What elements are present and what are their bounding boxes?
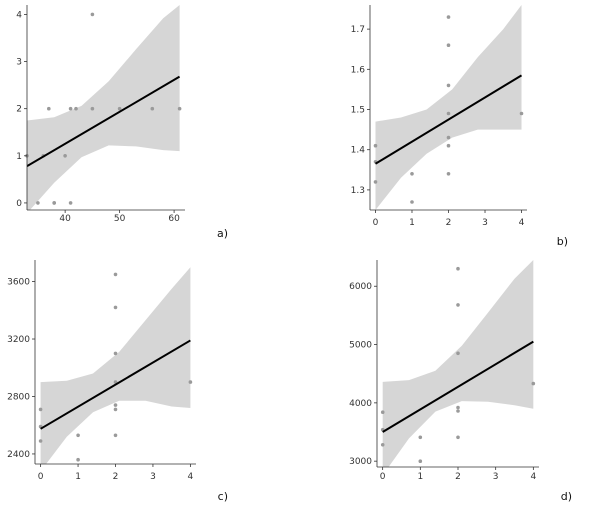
- x-tick-label: 2: [113, 472, 119, 482]
- y-tick-label: 4: [16, 10, 22, 20]
- y-tick-label: 3: [16, 58, 22, 68]
- data-point: [380, 443, 385, 447]
- y-tick-label: 1.6: [351, 65, 366, 75]
- y-tick-label: 1.7: [351, 25, 365, 35]
- x-tick-label: 1: [417, 472, 423, 482]
- y-tick-label: 1.5: [351, 106, 365, 116]
- data-point: [446, 135, 451, 140]
- data-point: [456, 405, 460, 410]
- data-point: [418, 435, 423, 440]
- y-tick-label: 1.3: [351, 186, 365, 196]
- data-point: [531, 381, 536, 386]
- data-point: [113, 407, 118, 412]
- x-tick-label: 3: [493, 472, 499, 482]
- data-point: [519, 111, 524, 116]
- panel-label: a): [217, 227, 228, 240]
- x-tick-label: 1: [75, 472, 81, 482]
- x-tick-label: 2: [455, 472, 461, 482]
- chart-panel-1: 40 50 60 0 1 2 3 4 a): [16, 5, 228, 240]
- confidence-band: [40, 267, 191, 464]
- x-tick-label: 2: [446, 218, 452, 228]
- chart-panel-2: 0 1 2 3 4 1.3 1.4 1.5 1.6 1.7 b): [351, 5, 568, 248]
- data-point: [113, 305, 118, 310]
- data-point: [113, 351, 118, 356]
- data-point: [456, 351, 460, 356]
- y-tick-label: 2800: [7, 392, 30, 402]
- regression-line: [27, 75, 181, 168]
- y-tick-label: 3200: [7, 335, 30, 345]
- y-tick-label: 1.4: [351, 146, 366, 156]
- y-tick-label: 5000: [349, 341, 372, 351]
- data-point: [446, 172, 451, 176]
- y-tick-label: 6000: [349, 282, 372, 292]
- data-point: [446, 143, 451, 148]
- y-tick-label: 4000: [349, 399, 372, 409]
- data-point: [38, 407, 43, 412]
- data-point: [117, 106, 122, 111]
- data-point: [380, 410, 385, 415]
- data-point: [446, 15, 451, 19]
- x-tick-label: 60: [168, 214, 180, 224]
- regression-line: [382, 340, 534, 433]
- x-tick-label: 4: [188, 472, 194, 482]
- data-point: [446, 83, 451, 88]
- data-point: [188, 380, 193, 384]
- y-tick-label: 2400: [7, 450, 30, 460]
- data-point: [456, 303, 460, 307]
- data-point: [410, 172, 414, 176]
- y-tick-label: 0: [16, 199, 22, 209]
- data-point: [113, 272, 118, 277]
- chart-panel-4: 0 1 2 3 4 3000 4000 5000 6000 d): [349, 260, 572, 503]
- panel-label: b): [557, 235, 568, 248]
- data-point: [76, 457, 80, 462]
- data-point: [76, 433, 80, 438]
- data-point: [38, 439, 43, 443]
- data-point: [74, 106, 78, 111]
- data-point: [410, 200, 414, 204]
- x-tick-label: 0: [373, 218, 379, 228]
- data-point: [418, 459, 423, 464]
- x-tick-label: 50: [114, 214, 126, 224]
- regression-line: [40, 339, 191, 430]
- data-point: [90, 106, 95, 111]
- data-point: [446, 43, 451, 47]
- panel-label: d): [561, 490, 572, 503]
- data-point: [456, 409, 460, 413]
- chart-panel-3: 0 1 2 3 4 2400 2800 3200 3600 c): [7, 260, 228, 503]
- confidence-band: [27, 5, 180, 210]
- data-point: [177, 106, 182, 111]
- data-point: [68, 106, 73, 111]
- x-tick-label: 3: [482, 218, 488, 228]
- x-tick-label: 0: [38, 472, 44, 482]
- data-point: [47, 106, 51, 111]
- y-tick-label: 1: [16, 152, 22, 162]
- data-point: [446, 111, 451, 116]
- regression-line: [374, 74, 523, 165]
- data-point: [68, 201, 73, 205]
- data-point: [373, 180, 378, 184]
- x-tick-label: 0: [380, 472, 386, 482]
- panel-label: c): [218, 490, 228, 503]
- data-point: [113, 403, 118, 407]
- y-tick-label: 3600: [7, 278, 30, 288]
- data-point: [90, 12, 95, 17]
- data-point: [63, 154, 67, 158]
- data-point: [373, 143, 378, 148]
- data-point: [150, 106, 155, 111]
- y-tick-label: 2: [16, 105, 22, 115]
- data-point: [456, 266, 460, 271]
- y-tick-label: 3000: [349, 457, 372, 467]
- data-point: [456, 435, 460, 440]
- x-tick-label: 40: [59, 214, 71, 224]
- confidence-band: [382, 260, 534, 467]
- confidence-band: [375, 5, 522, 210]
- data-point: [36, 201, 40, 205]
- data-point: [113, 433, 118, 438]
- x-tick-label: 4: [519, 218, 525, 228]
- x-tick-label: 1: [409, 218, 415, 228]
- x-tick-label: 3: [150, 472, 156, 482]
- x-tick-label: 4: [530, 472, 536, 482]
- data-point: [52, 201, 56, 205]
